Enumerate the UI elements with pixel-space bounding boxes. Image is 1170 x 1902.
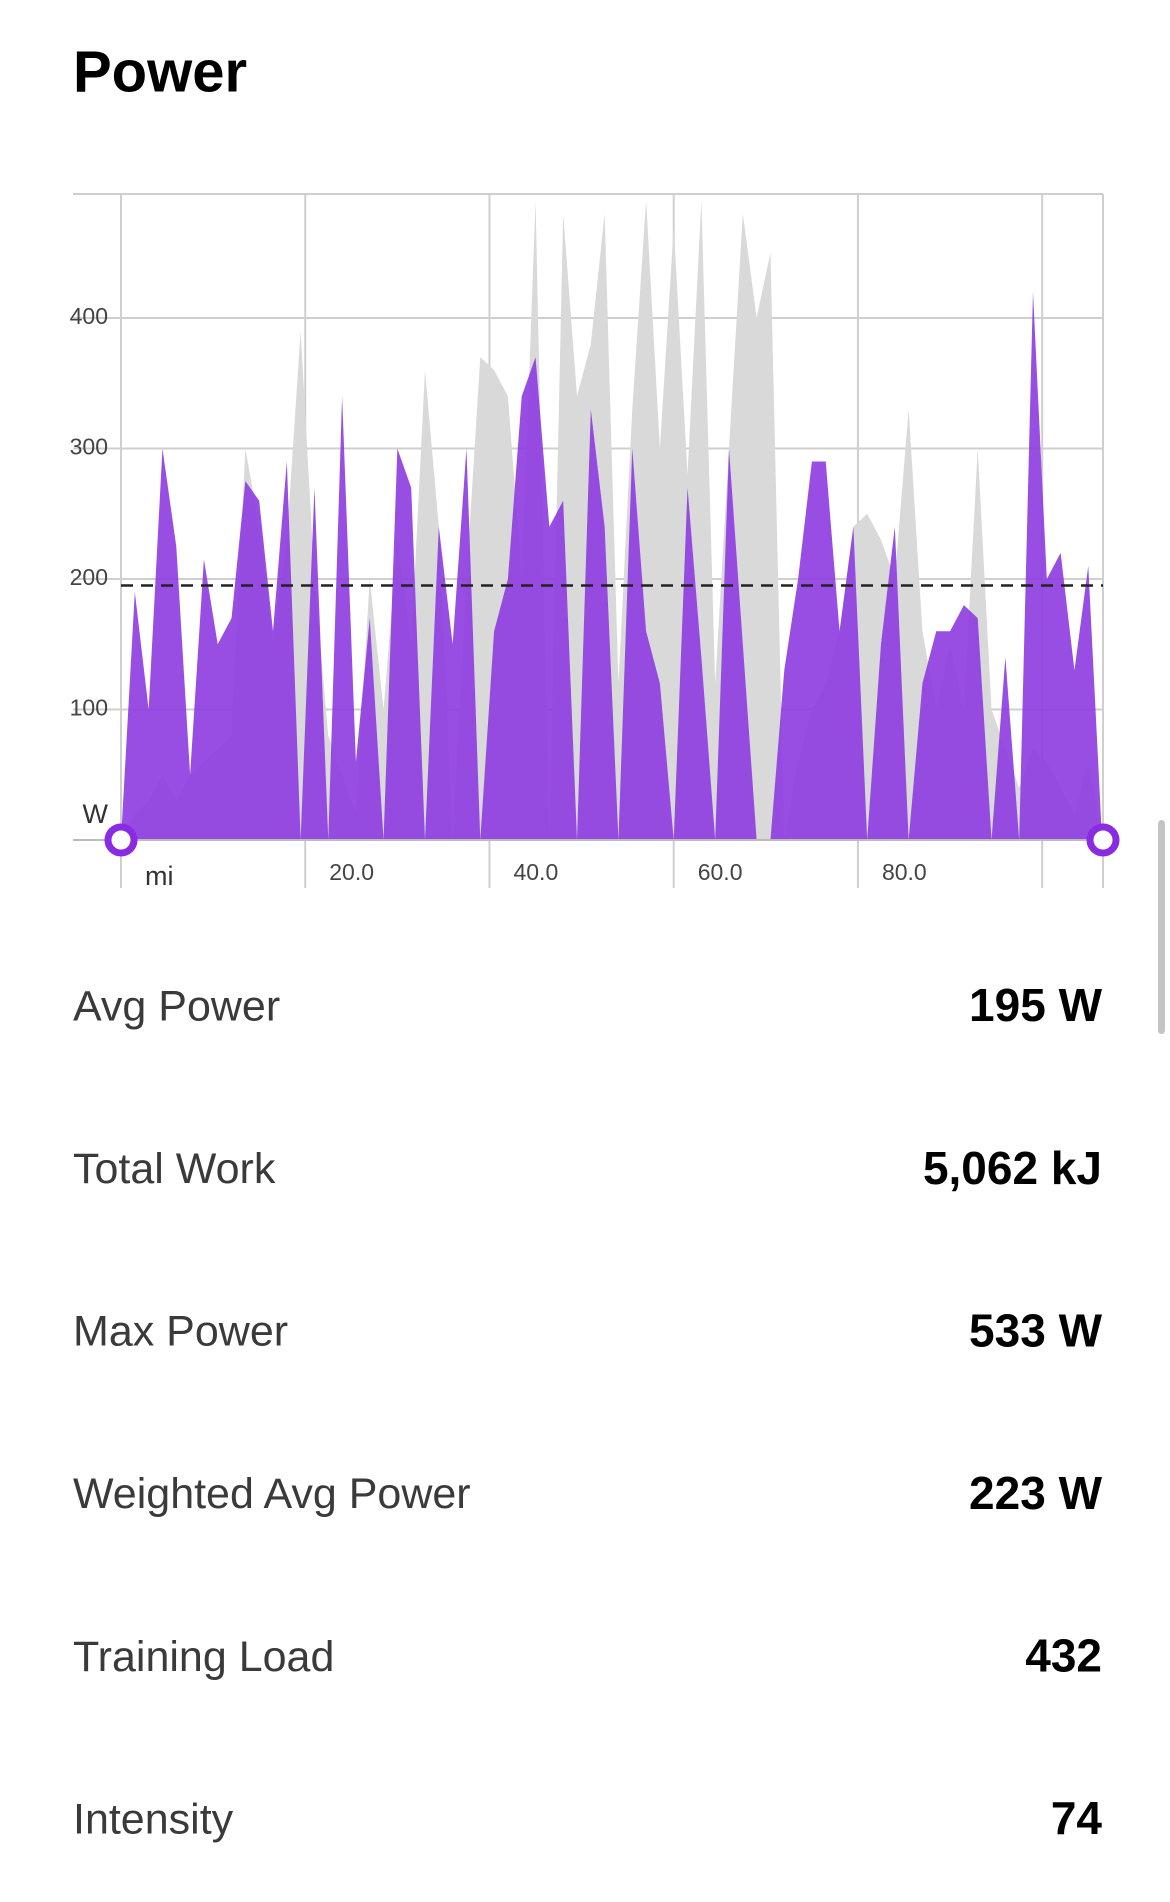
x-tick-label: 80.0	[882, 859, 927, 885]
stat-label: Max Power	[73, 1308, 288, 1356]
y-tick-label: 300	[70, 434, 108, 460]
stat-label: Total Work	[73, 1145, 276, 1193]
stat-label: Weighted Avg Power	[73, 1470, 471, 1518]
x-tick-label: 20.0	[329, 859, 374, 885]
x-axis-unit: mi	[145, 861, 174, 891]
stat-value: 533 W	[969, 1304, 1103, 1356]
stat-label: Training Load	[73, 1633, 334, 1681]
stat-value: 195 W	[969, 979, 1103, 1031]
stat-label: Avg Power	[73, 982, 280, 1030]
scrollbar	[1158, 820, 1165, 1034]
x-tick-label: 60.0	[698, 859, 743, 885]
range-handle[interactable]	[104, 823, 138, 857]
y-tick-label: 400	[70, 303, 108, 329]
y-axis-unit: W	[83, 799, 109, 829]
stat-value: 74	[1051, 1792, 1103, 1844]
x-tick-label: 40.0	[513, 859, 558, 885]
title: Power	[73, 39, 247, 104]
stat-value: 5,062 kJ	[923, 1142, 1102, 1194]
stat-label: Intensity	[73, 1795, 234, 1843]
y-tick-label: 200	[70, 564, 108, 590]
stats-list: Avg Power 195 W Total Work 5,062 kJ Max Powe…	[73, 979, 1103, 1844]
y-tick-label: 100	[70, 695, 108, 721]
stat-value: 223 W	[969, 1467, 1103, 1519]
range-handle[interactable]	[1086, 823, 1120, 857]
chart: 100 200 300 400 20.0 40.0 60.0 80.0 Wmi	[70, 193, 1120, 891]
stat-value: 432	[1025, 1630, 1102, 1682]
area-series	[121, 291, 1103, 840]
